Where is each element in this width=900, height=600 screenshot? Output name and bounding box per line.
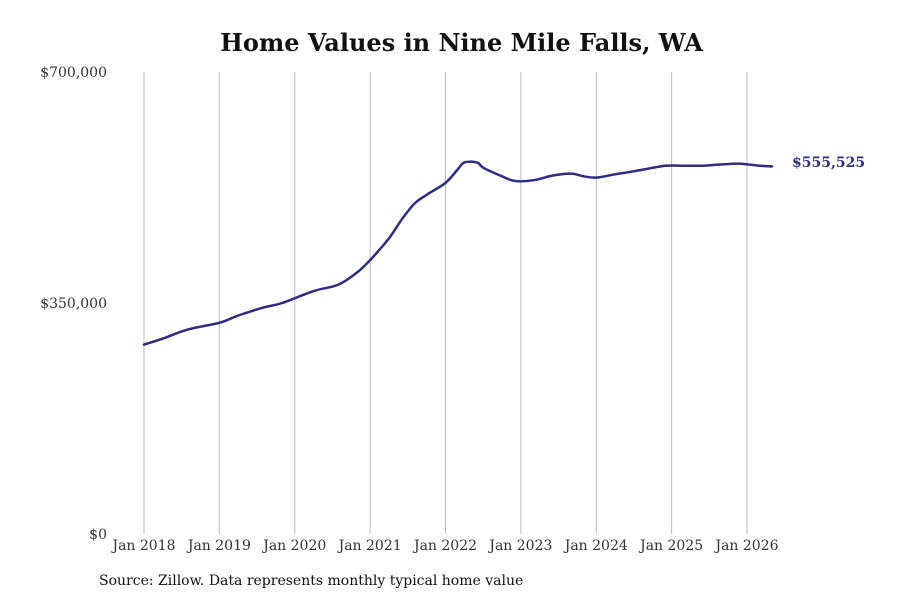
y-tick-label: $0 xyxy=(89,527,107,543)
y-tick-label: $350,000 xyxy=(40,296,107,312)
x-tick-label: Jan 2019 xyxy=(186,538,251,554)
chart-title: Home Values in Nine Mile Falls, WA xyxy=(220,28,703,57)
y-axis: $0 $350,000 $700,000 xyxy=(40,65,107,543)
x-tick-label: Jan 2018 xyxy=(110,538,175,554)
grid-lines xyxy=(143,72,748,534)
x-axis: Jan 2018 Jan 2019 Jan 2020 Jan 2021 Jan 2022… xyxy=(110,538,778,554)
home-value-line xyxy=(142,160,774,346)
x-tick-label: Jan 2021 xyxy=(337,538,402,554)
y-tick-label: $700,000 xyxy=(40,65,107,81)
x-tick-label: Jan 2026 xyxy=(713,538,778,554)
end-value-label: $555,525 xyxy=(792,155,865,171)
x-tick-label: Jan 2020 xyxy=(261,538,326,554)
series-layer xyxy=(142,160,774,346)
x-tick-label: Jan 2023 xyxy=(487,538,552,554)
x-tick-label: Jan 2022 xyxy=(412,538,477,554)
x-tick-label: Jan 2025 xyxy=(638,538,703,554)
x-tick-label: Jan 2024 xyxy=(563,538,628,554)
source-note: Source: Zillow. Data represents monthly … xyxy=(99,573,524,589)
